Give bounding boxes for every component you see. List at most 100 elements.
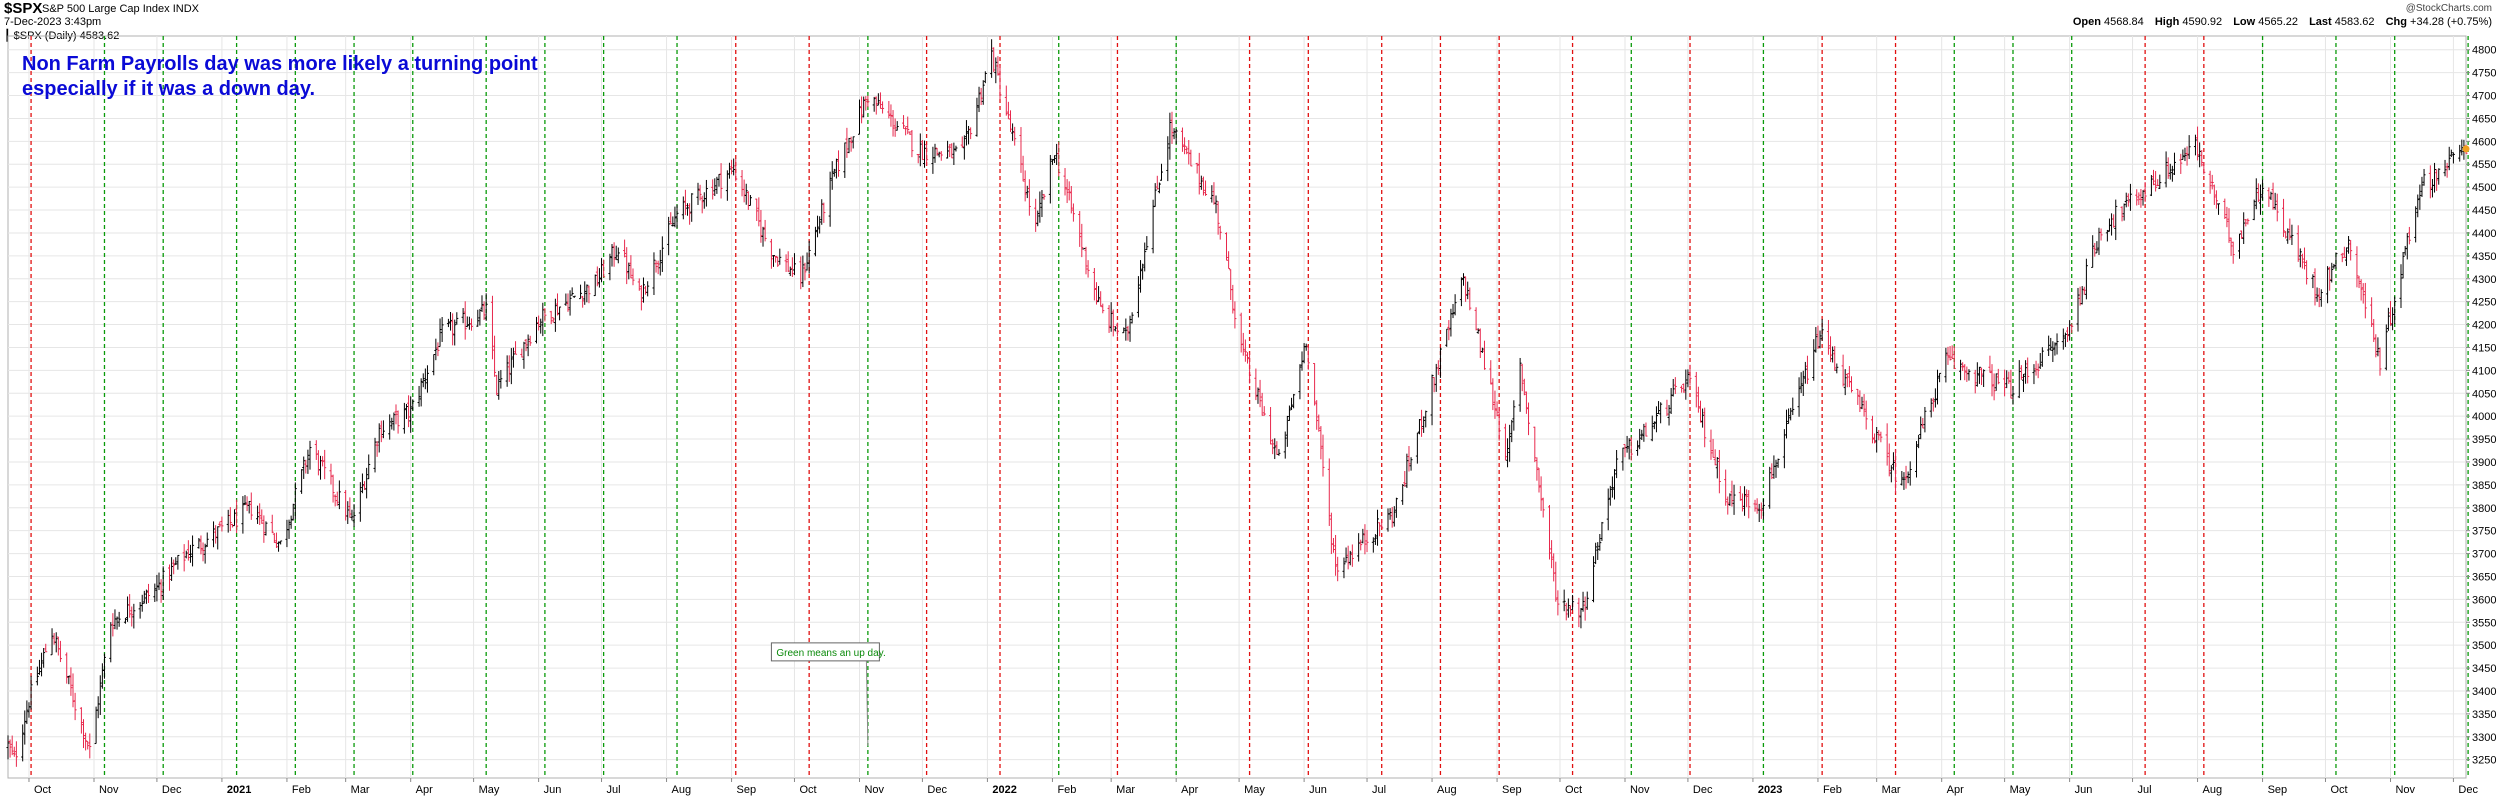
ohlc-bar	[289, 515, 293, 529]
ohlc-bar	[1170, 111, 1174, 144]
ohlc-bar	[889, 104, 893, 127]
ohlc-bar	[1568, 605, 1572, 617]
ohlc-bar	[2451, 152, 2455, 164]
ohlc-bar	[1327, 458, 1331, 526]
last-value: 4583.62	[2334, 16, 2375, 28]
ohlc-bar	[1554, 561, 1558, 602]
ohlc-bar	[258, 503, 262, 525]
ohlc-bar	[29, 675, 33, 710]
ohlc-bar	[499, 369, 503, 389]
ohlc-bar	[2328, 266, 2332, 291]
ohlc-bar	[1405, 453, 1409, 488]
ohlc-bar	[1696, 386, 1700, 413]
x-tick-label: Mar	[351, 784, 370, 796]
ohlc-bar	[2347, 236, 2351, 254]
ohlc-bar	[153, 583, 157, 602]
ohlc-bar	[243, 495, 247, 506]
ohlc-bar	[2172, 152, 2176, 175]
ohlc-bar	[1520, 363, 1524, 392]
y-tick-label: 4750	[2472, 68, 2496, 80]
y-tick-label: 3300	[2472, 732, 2496, 744]
ohlc-bar	[1873, 433, 1877, 444]
ohlc-bar	[1466, 281, 1470, 300]
ohlc-bar	[2080, 286, 2084, 305]
ohlc-bar	[2076, 287, 2080, 332]
ohlc-bar	[1862, 394, 1866, 417]
ohlc-bar	[1935, 369, 1939, 405]
ohlc-bar	[2154, 171, 2158, 192]
ohlc-bar	[1724, 469, 1728, 506]
ohlc-bar	[1585, 591, 1589, 610]
ohlc-bar	[1503, 423, 1507, 461]
ohlc-bar	[1283, 431, 1287, 459]
ohlc-bar	[1055, 143, 1059, 165]
x-tick-label: Oct	[2330, 784, 2347, 796]
x-tick-label: Dec	[1693, 784, 1713, 796]
ohlc-bar	[79, 707, 83, 734]
ohlc-bar	[14, 741, 18, 767]
x-tick-label: May	[1244, 784, 1265, 796]
ohlc-bar	[1482, 340, 1486, 370]
y-axis: 3250 3300 3350 3400 3450 3500 3550 3600 3650 3700…	[2466, 45, 2496, 767]
ohlc-bar	[1835, 363, 1839, 374]
ohlc-bar	[2223, 198, 2227, 219]
ohlc-bar	[2269, 191, 2273, 200]
ohlc-bar	[308, 440, 312, 470]
ohlc-bar	[1363, 524, 1367, 555]
ohlc-bar	[1092, 268, 1096, 301]
ohlc-bar	[1833, 346, 1837, 371]
ohlc-bar	[1436, 360, 1440, 375]
ohlc-bar	[2240, 230, 2244, 239]
ohlc-bar	[2256, 183, 2260, 203]
ohlc-bar	[245, 496, 249, 512]
ohlc-bar	[1180, 127, 1184, 152]
ohlc-bar	[1621, 447, 1625, 471]
ohlc-bar	[2403, 245, 2407, 256]
ohlc-bar	[184, 550, 188, 559]
change-value: +34.28 (+0.75%)	[2410, 16, 2492, 28]
ohlc-bar	[1967, 369, 1971, 381]
ohlc-bar	[40, 652, 44, 677]
ohlc-bar	[2437, 168, 2441, 185]
ohlc-bar	[2231, 241, 2235, 264]
ohlc-bar	[960, 136, 964, 148]
ohlc-bar	[25, 700, 29, 725]
ohlc-bar	[1791, 397, 1795, 416]
ohlc-bar	[1115, 322, 1119, 337]
ohlc-bar	[1535, 457, 1539, 481]
ohlc-bar	[123, 617, 127, 624]
ohlc-bar	[2363, 282, 2367, 319]
ohlc-bar	[1048, 154, 1052, 204]
ohlc-bar	[8, 739, 12, 758]
ohlc-bar	[2242, 212, 2246, 245]
ohlc-bar	[1701, 408, 1705, 428]
ohlc-bar	[1906, 471, 1910, 484]
ohlc-bar	[1682, 383, 1686, 393]
ohlc-bar	[6, 735, 10, 760]
ohlc-bar	[1183, 137, 1187, 155]
ohlc-bar	[1229, 269, 1233, 301]
ohlc-bar	[1342, 557, 1346, 579]
y-tick-label: 3500	[2472, 640, 2496, 652]
ohlc-bar	[904, 126, 908, 136]
ohlc-bar	[717, 173, 721, 187]
ohlc-bar	[2196, 126, 2200, 161]
ohlc-bar	[318, 455, 322, 480]
x-tick-label: Nov	[1630, 784, 1650, 796]
ohlc-bar	[1923, 406, 1927, 433]
ohlc-bar	[1613, 469, 1617, 500]
ohlc-bar	[279, 540, 283, 545]
ohlc-bar	[1977, 366, 1981, 384]
ohlc-bar	[866, 95, 870, 108]
x-tick-label: 2021	[227, 784, 251, 796]
ohlc-bar	[44, 643, 48, 653]
ohlc-bar	[830, 161, 834, 190]
ohlc-bar	[2068, 320, 2072, 341]
ohlc-bar	[948, 144, 952, 158]
ohlc-bar	[1493, 390, 1497, 419]
ohlc-bar	[1606, 488, 1610, 531]
ohlc-bar	[1042, 193, 1046, 200]
ohlc-bar	[893, 118, 897, 137]
x-tick-label: Sep	[737, 784, 757, 796]
